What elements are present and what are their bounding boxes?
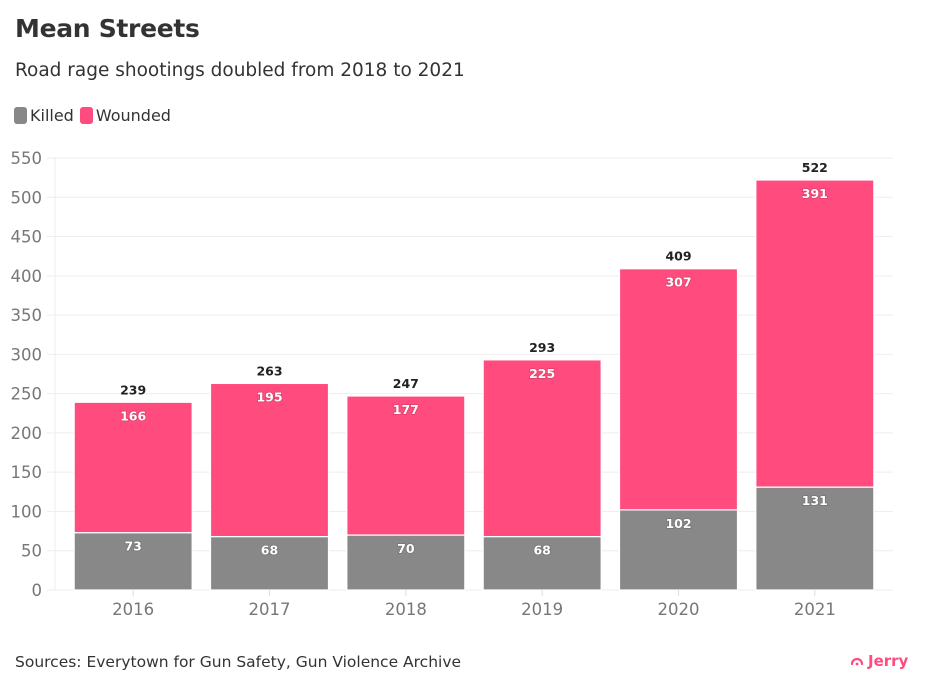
legend-item-wounded: Wounded	[79, 106, 171, 125]
total-label: 239	[120, 382, 146, 397]
y-tick-label: 350	[11, 306, 43, 325]
legend-item-killed: Killed	[14, 106, 74, 125]
segment-label-killed: 68	[533, 543, 550, 558]
y-tick-label: 550	[11, 149, 43, 168]
brand-name: Jerry	[868, 652, 909, 670]
segment-label-wounded: 166	[120, 408, 146, 423]
bar-wounded	[209, 382, 330, 538]
segment-label-killed: 73	[124, 539, 141, 554]
segment-label-killed: 68	[261, 543, 278, 558]
bar-wounded	[482, 359, 602, 538]
legend-swatch-wounded	[79, 107, 93, 124]
legend-label-killed: Killed	[30, 106, 74, 125]
chart-subtitle: Road rage shootings doubled from 2018 to…	[15, 60, 465, 81]
chart-title: Mean Streets	[15, 14, 200, 43]
segment-label-wounded: 195	[256, 389, 282, 404]
y-tick-label: 200	[11, 424, 43, 443]
bar-wounded	[618, 268, 739, 511]
segment-label-killed: 131	[802, 493, 828, 508]
segment-label-wounded: 391	[802, 186, 828, 201]
bar-wounded	[73, 401, 193, 534]
bar-wounded	[346, 395, 466, 536]
bar-killed	[482, 535, 602, 591]
y-tick-label: 400	[11, 267, 43, 286]
y-tick-label: 100	[11, 502, 43, 521]
y-tick-label: 50	[21, 542, 42, 561]
bar-wounded	[755, 179, 875, 488]
y-tick-label: 500	[11, 188, 43, 207]
bar-killed	[618, 509, 739, 591]
bar-killed	[346, 534, 466, 591]
x-tick-label: 2020	[658, 600, 700, 619]
x-tick-label: 2018	[385, 600, 427, 619]
legend-label-wounded: Wounded	[95, 106, 171, 125]
segment-label-killed: 102	[665, 516, 691, 531]
y-tick-label: 300	[11, 345, 43, 364]
y-tick-label: 450	[11, 228, 43, 247]
segment-label-wounded: 307	[665, 275, 691, 290]
x-tick-label: 2016	[112, 600, 154, 619]
legend: Killed Wounded	[14, 106, 177, 125]
bars	[73, 179, 875, 591]
bar-killed	[73, 532, 193, 591]
x-axis: 2016 2017 2018 2019 2020 2021	[112, 590, 836, 619]
segment-label-wounded: 177	[393, 402, 419, 417]
bar-killed	[755, 486, 875, 591]
legend-swatch-killed	[14, 107, 27, 124]
y-axis: 0 50 100 150 200 250 300 350 400 450 500 550	[11, 149, 43, 600]
x-tick-label: 2021	[794, 600, 836, 619]
total-label: 263	[256, 363, 282, 378]
bar-killed	[209, 535, 330, 591]
jerry-logo-icon	[850, 657, 864, 666]
data-labels: 73 166 239 68 195 263 70 177 247 68 225 293 102 307 40…	[119, 160, 828, 558]
total-label: 293	[529, 340, 555, 355]
total-label: 247	[393, 376, 419, 391]
total-label: 409	[665, 249, 691, 264]
x-tick-label: 2019	[521, 600, 563, 619]
segment-label-killed: 70	[397, 541, 415, 556]
y-tick-label: 250	[11, 385, 43, 404]
total-label: 522	[802, 160, 828, 175]
x-tick-label: 2017	[249, 600, 291, 619]
y-tick-label: 0	[32, 581, 43, 600]
source-note: Sources: Everytown for Gun Safety, Gun V…	[15, 653, 462, 671]
brand-logo: Jerry	[850, 652, 908, 670]
y-tick-label: 150	[11, 463, 43, 482]
segment-label-wounded: 225	[529, 366, 555, 381]
